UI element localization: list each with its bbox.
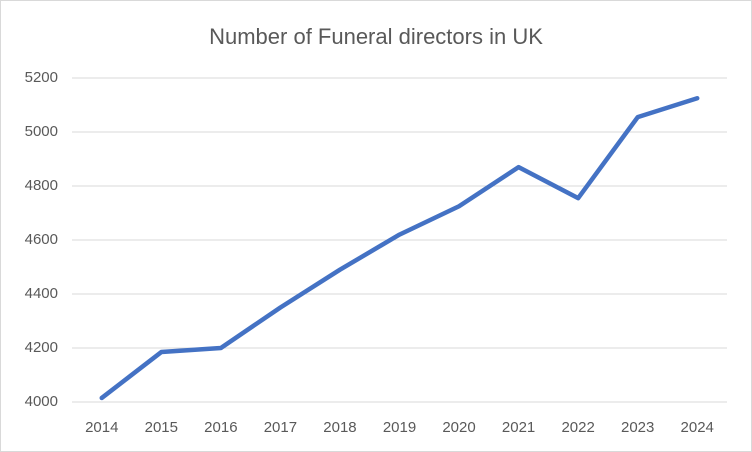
- x-tick-label: 2015: [145, 419, 178, 436]
- y-tick-label: 4600: [25, 231, 58, 248]
- x-tick-label: 2017: [264, 419, 297, 436]
- x-tick-label: 2016: [204, 419, 237, 436]
- x-tick-label: 2019: [383, 419, 416, 436]
- x-tick-label: 2023: [621, 419, 654, 436]
- x-tick-label: 2021: [502, 419, 535, 436]
- y-tick-label: 4800: [25, 177, 58, 194]
- x-tick-label: 2024: [681, 419, 714, 436]
- y-tick-label: 4200: [25, 339, 58, 356]
- x-tick-label: 2020: [442, 419, 475, 436]
- chart-title: Number of Funeral directors in UK: [209, 24, 543, 49]
- x-tick-label: 2018: [323, 419, 356, 436]
- y-tick-label: 5200: [25, 69, 58, 86]
- x-tick-label: 2022: [561, 419, 594, 436]
- x-tick-label: 2014: [85, 419, 118, 436]
- y-tick-label: 4000: [25, 393, 58, 410]
- y-tick-label: 4400: [25, 285, 58, 302]
- data-line: [99, 96, 700, 401]
- y-tick-label: 5000: [25, 123, 58, 140]
